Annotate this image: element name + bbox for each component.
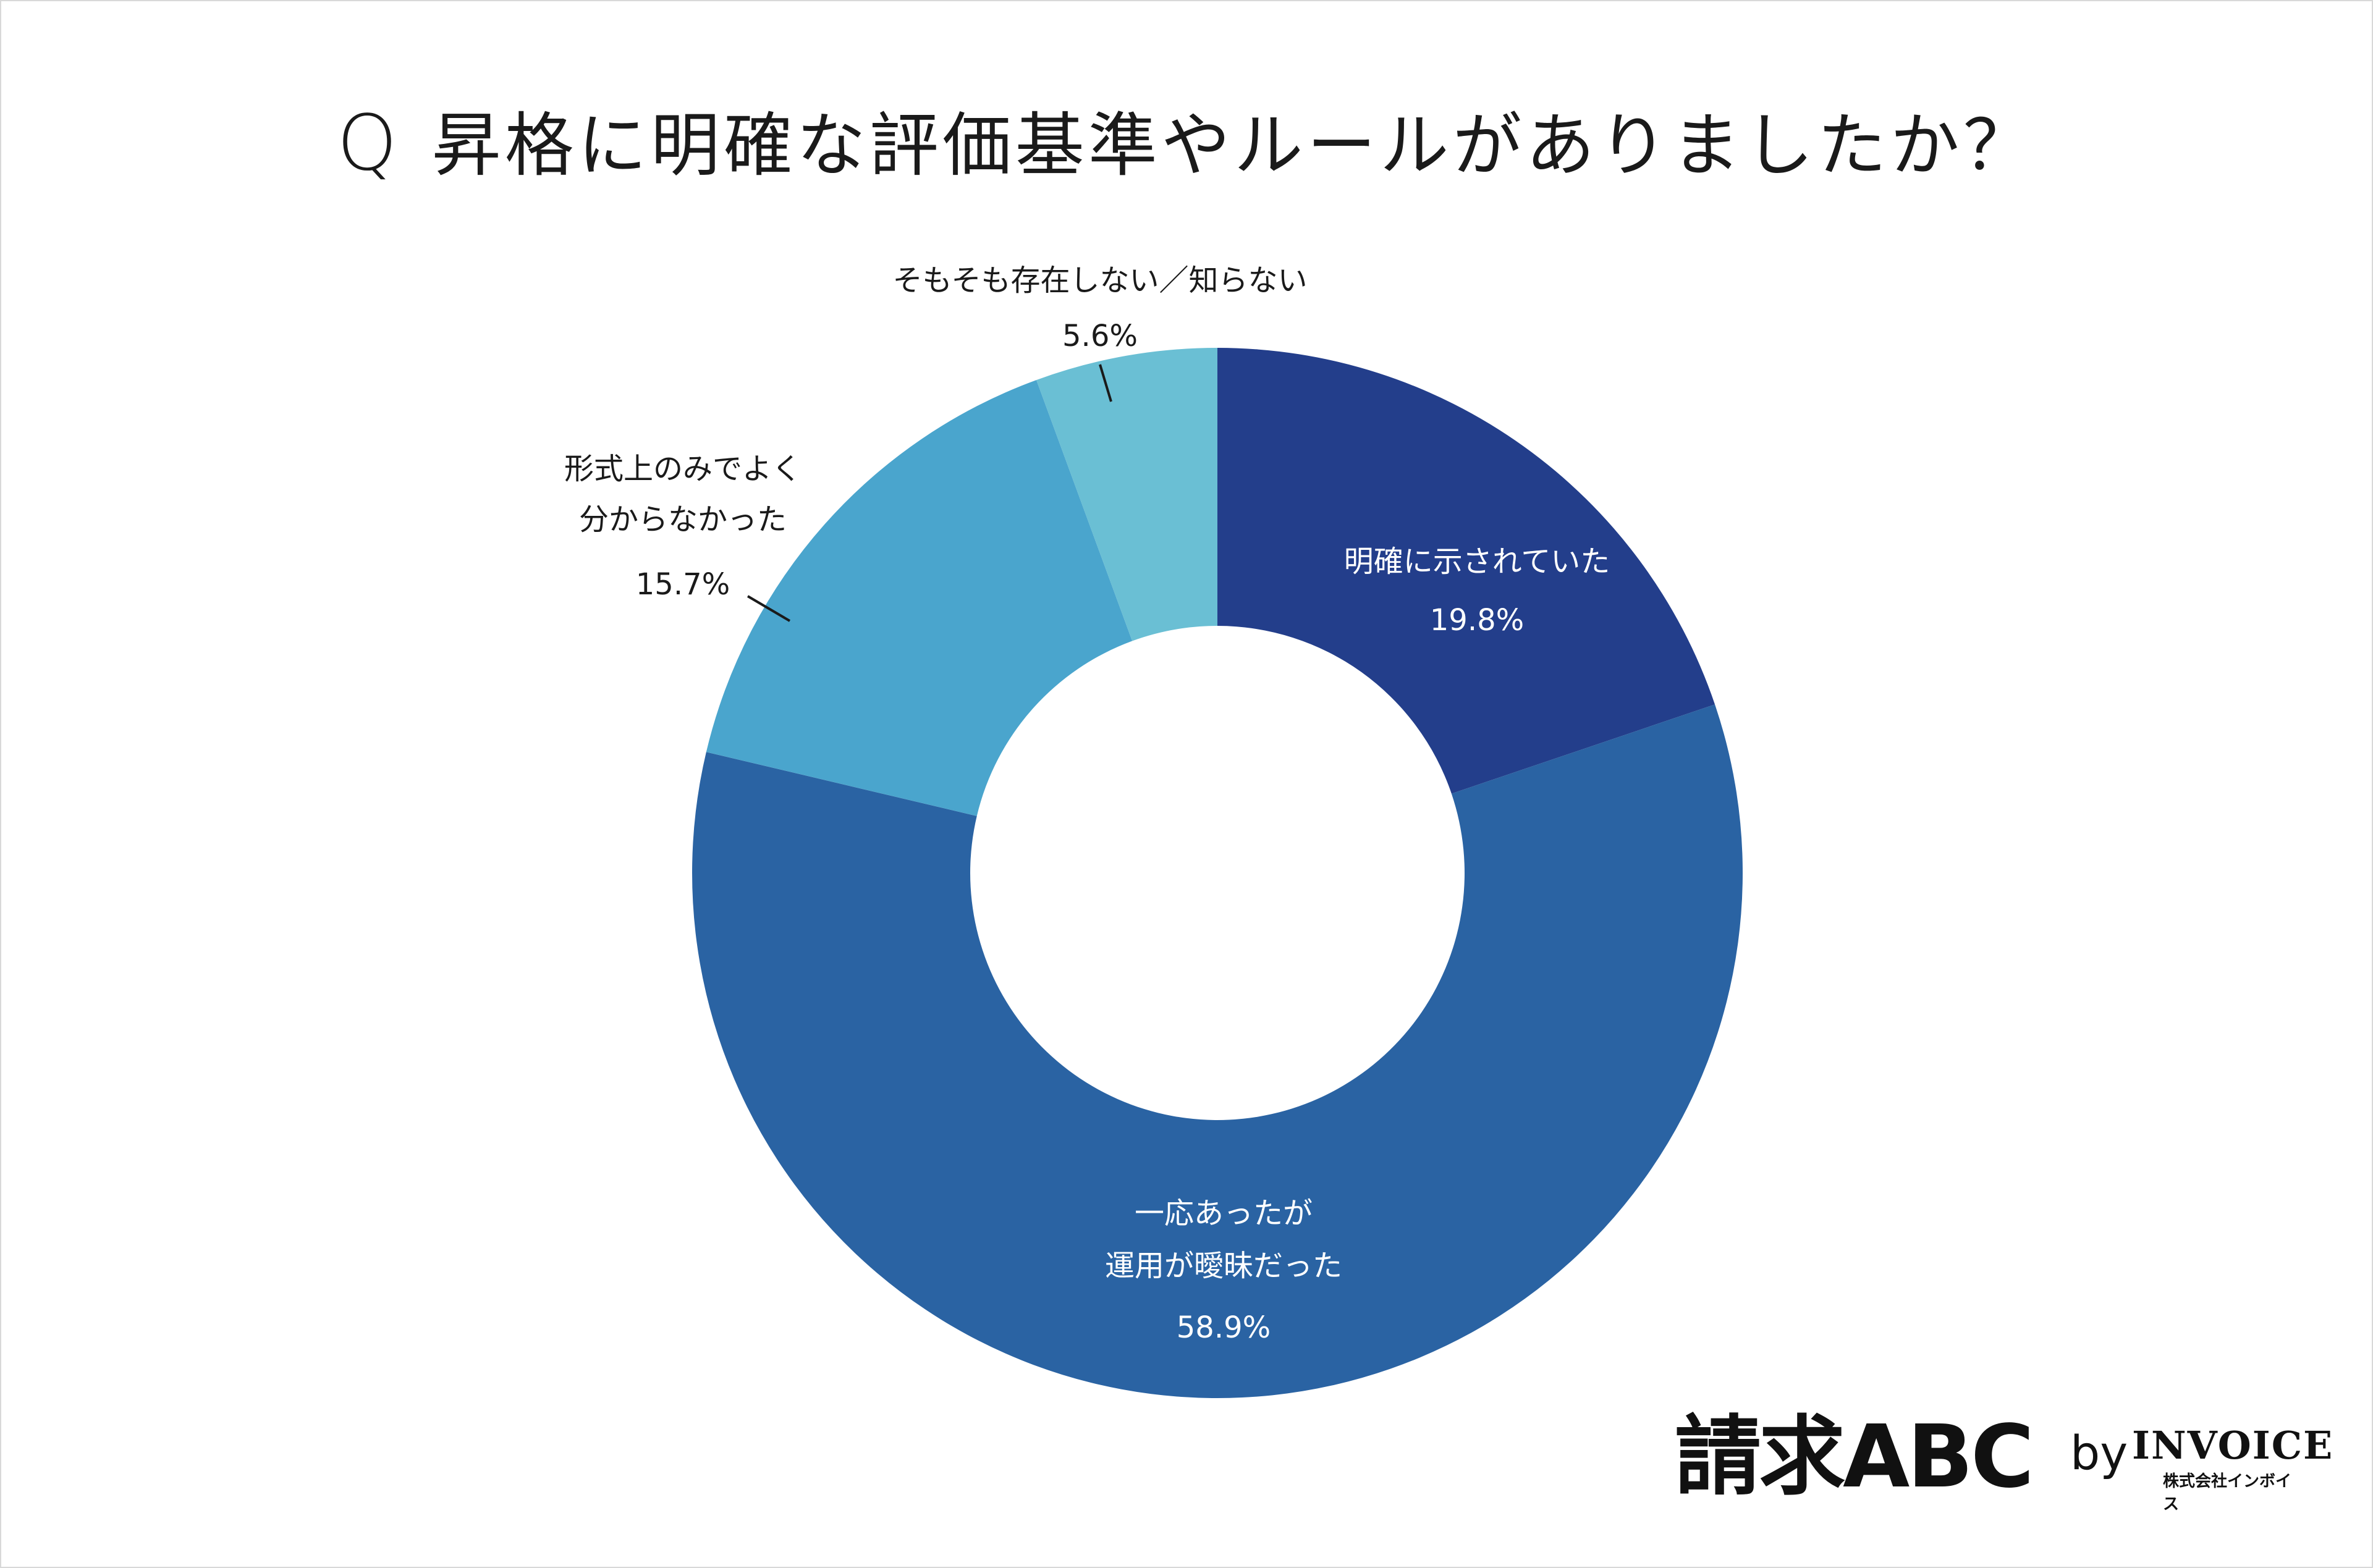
slice-label-1-line-1: 明確に示されていた [1344, 544, 1610, 579]
brand-logo: 請求ABC by INVOICE 株式会社インボイス [1675, 1387, 2332, 1514]
donut-slice-4 [1036, 348, 1217, 641]
donut-slice-1 [1217, 348, 1715, 794]
company-name: INVOICE [2132, 1423, 2334, 1468]
slice-percent-1: 19.8% [1430, 603, 1524, 638]
slice-percent-3: 15.7% [636, 567, 730, 602]
slice-label-2-line-2: 運用が曖昧だった [1105, 1249, 1342, 1283]
brand-name: 請求ABC [1675, 1407, 2034, 1507]
slice-label-3-line-1: 形式上のみでよく [564, 452, 802, 486]
donut-slice-3 [706, 380, 1133, 816]
question-mark: Q [337, 99, 401, 188]
question-text: 昇格に明確な評価基準やルールがありましたか？ [431, 106, 2036, 186]
slice-label-2-line-1: 一応あったが [1135, 1196, 1313, 1231]
slice-label-3-line-2: 分からなかった [579, 502, 787, 537]
donut-slices [692, 348, 1743, 1399]
slice-percent-4: 5.6% [1062, 319, 1138, 353]
brand-by: by [2070, 1425, 2128, 1480]
leader-line-4 [1099, 364, 1112, 402]
slice-percent-2: 58.9% [1177, 1310, 1271, 1345]
question-title: Q 昇格に明確な評価基準やルールがありましたか？ [0, 90, 2373, 190]
slice-label-4-line-1: そもそも存在しない／知らない [892, 263, 1307, 298]
donut-slice-2 [692, 704, 1743, 1399]
company-subname: 株式会社インボイス [2163, 1472, 2292, 1514]
leader-line-3 [747, 595, 791, 622]
